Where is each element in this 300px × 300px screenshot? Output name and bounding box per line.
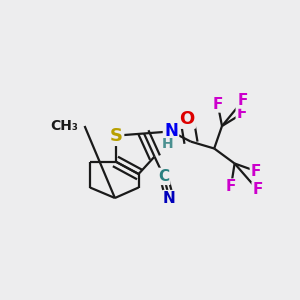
Text: N: N (164, 122, 178, 140)
Text: F: F (250, 164, 261, 178)
Text: S: S (110, 127, 123, 145)
Text: N: N (163, 191, 176, 206)
Text: C: C (158, 169, 169, 184)
Text: F: F (213, 97, 223, 112)
Text: H: H (162, 137, 173, 151)
Text: F: F (252, 182, 262, 197)
Text: F: F (238, 93, 248, 108)
Text: O: O (179, 110, 194, 128)
Text: F: F (226, 179, 236, 194)
Text: F: F (236, 106, 247, 122)
Text: CH₃: CH₃ (51, 119, 78, 133)
